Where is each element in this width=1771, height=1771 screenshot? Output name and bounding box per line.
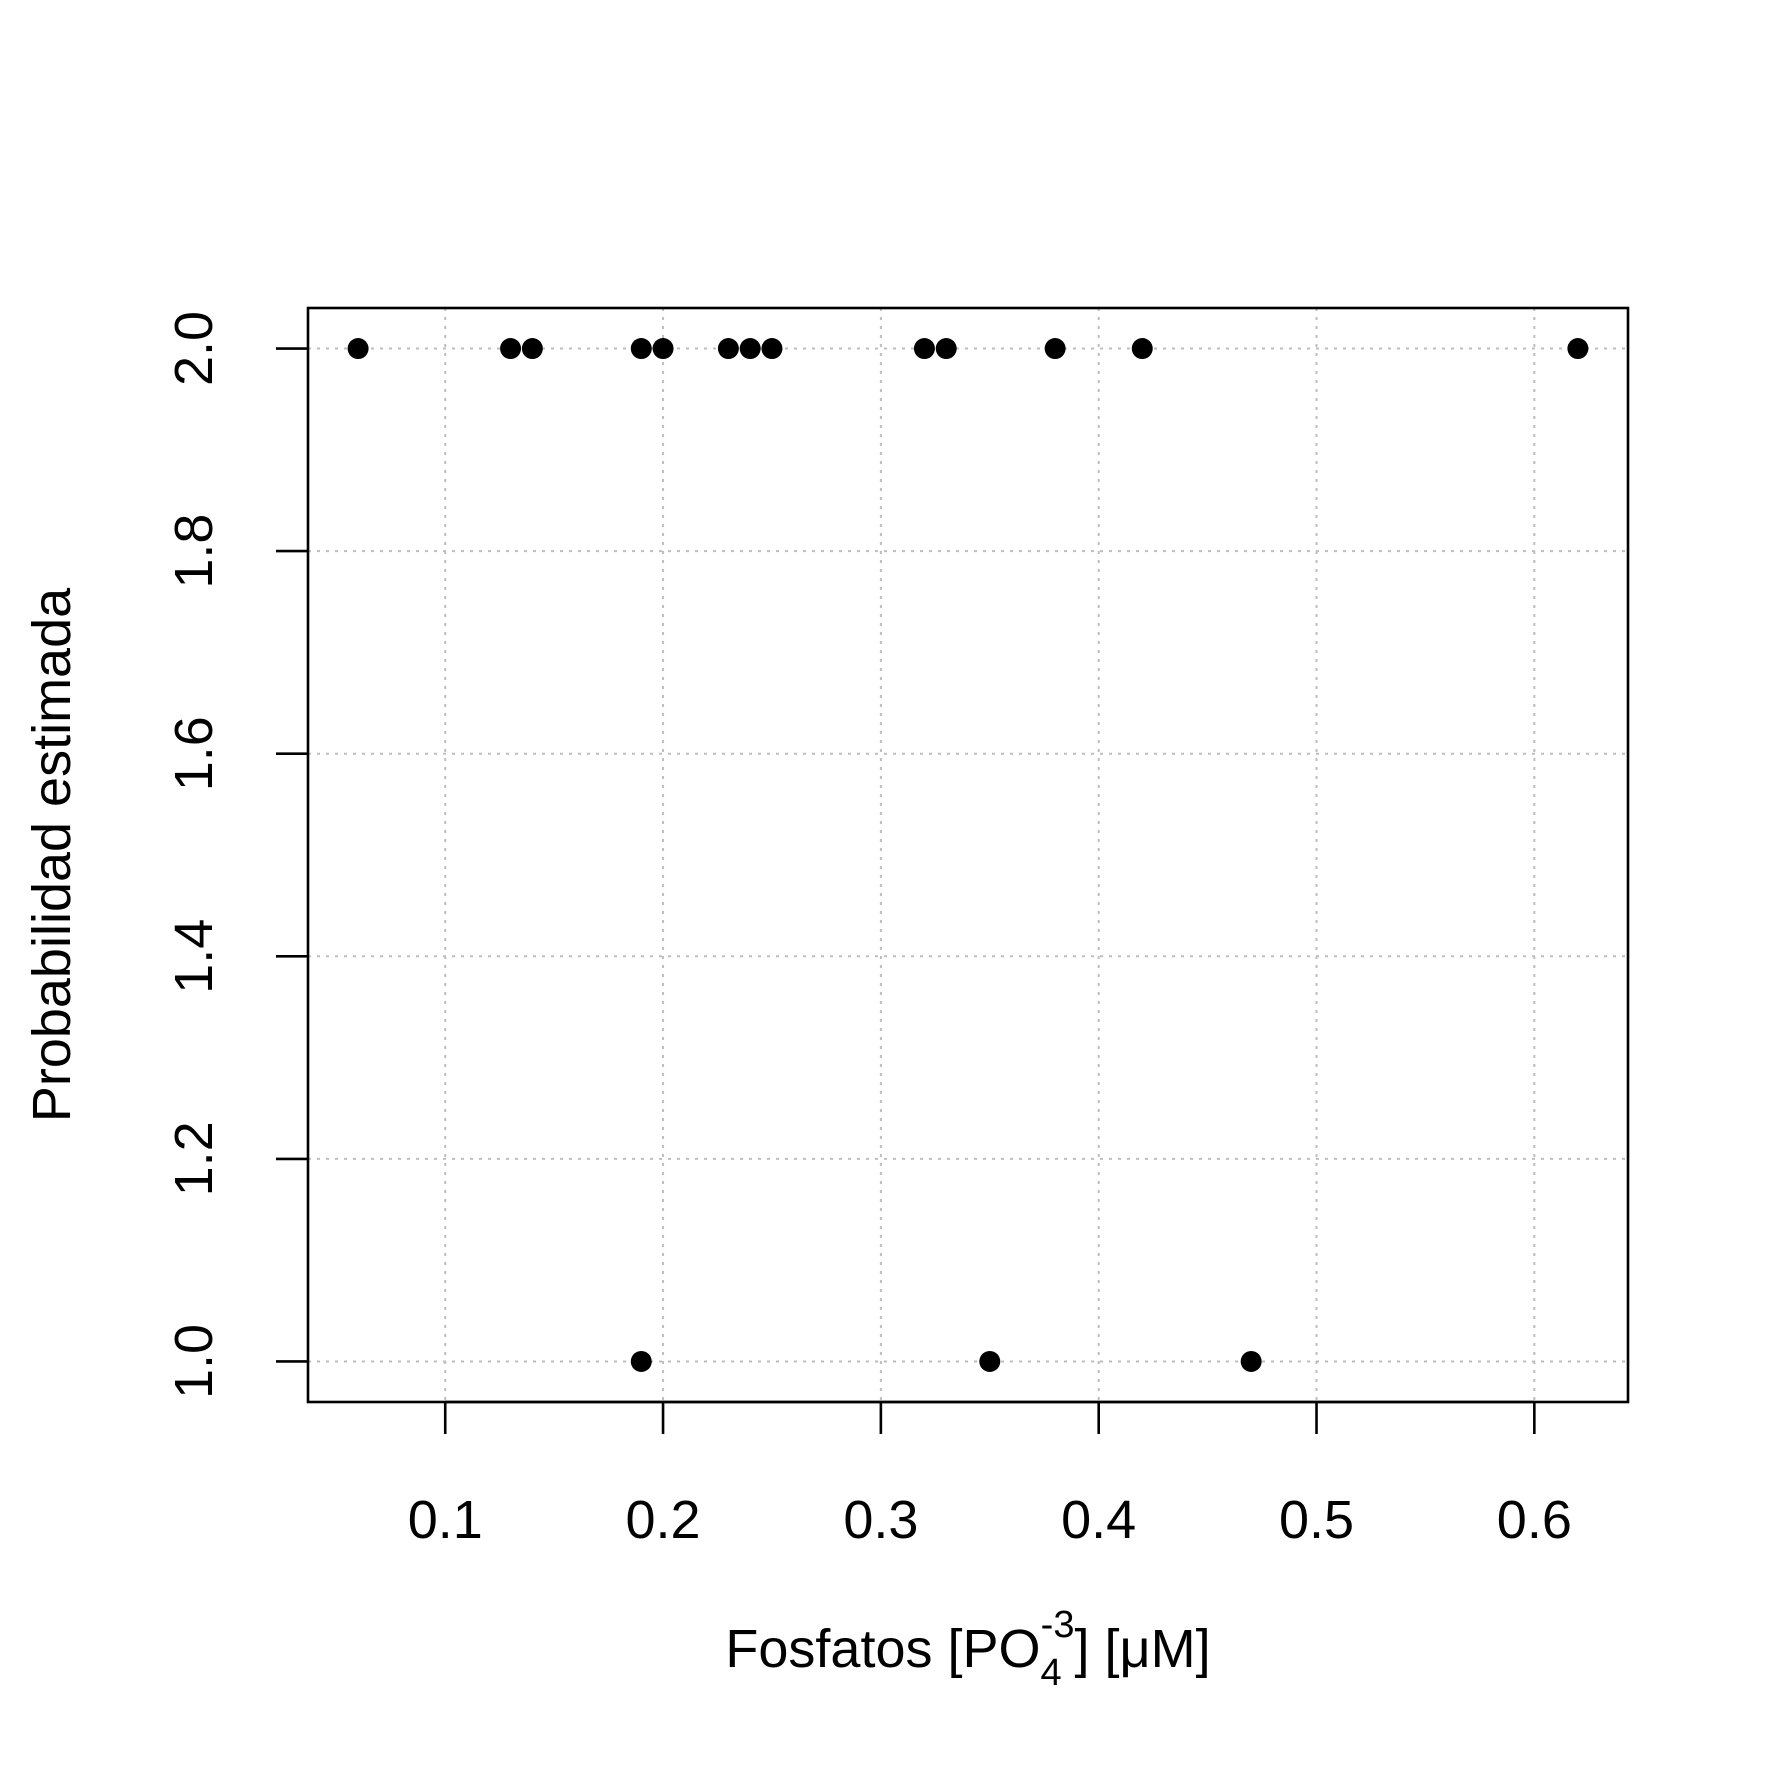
x-axis-title-suffix: ] [μM] bbox=[1074, 1619, 1210, 1679]
x-tick-label: 0.5 bbox=[1279, 1490, 1354, 1550]
data-point bbox=[500, 338, 522, 360]
y-tick-label: 1.2 bbox=[164, 1121, 224, 1196]
y-tick-label: 1.0 bbox=[164, 1324, 224, 1399]
data-point bbox=[347, 338, 369, 360]
x-axis-title-subscript: 4 bbox=[1041, 1652, 1062, 1694]
data-point bbox=[1567, 338, 1589, 360]
x-axis-title-prefix: Fosfatos [PO bbox=[725, 1619, 1040, 1679]
x-axis-title: Fosfatos [PO4 -3] [μM] bbox=[725, 1604, 1210, 1694]
data-point bbox=[761, 338, 783, 360]
data-point bbox=[717, 338, 739, 360]
y-tick-label: 1.6 bbox=[164, 716, 224, 791]
x-axis: 0.1 0.2 0.3 0.4 0.5 0.6 bbox=[408, 1400, 1572, 1550]
data-point bbox=[652, 338, 674, 360]
grid-lines bbox=[308, 308, 1628, 1402]
x-tick-label: 0.1 bbox=[408, 1490, 483, 1550]
data-point bbox=[1131, 338, 1153, 360]
data-point bbox=[1240, 1350, 1262, 1372]
y-tick-label: 1.4 bbox=[164, 919, 224, 994]
data-point bbox=[913, 338, 935, 360]
data-points bbox=[347, 338, 1589, 1372]
y-axis-title: Probabilidad estimada bbox=[22, 587, 82, 1122]
data-point bbox=[521, 338, 543, 360]
plot-frame bbox=[306, 306, 1630, 1404]
x-tick-label: 0.3 bbox=[843, 1490, 918, 1550]
data-point bbox=[630, 338, 652, 360]
data-point bbox=[935, 338, 957, 360]
x-tick-label: 0.2 bbox=[626, 1490, 701, 1550]
y-axis: 1.0 1.2 1.4 1.6 1.8 2.0 bbox=[164, 311, 308, 1399]
y-tick-label: 2.0 bbox=[164, 311, 224, 386]
x-tick-label: 0.6 bbox=[1497, 1490, 1572, 1550]
data-point bbox=[739, 338, 761, 360]
data-point bbox=[630, 1350, 652, 1372]
y-tick-label: 1.8 bbox=[164, 514, 224, 589]
data-point bbox=[979, 1350, 1001, 1372]
x-axis-title-superscript: -3 bbox=[1041, 1604, 1075, 1646]
x-tick-label: 0.4 bbox=[1061, 1490, 1136, 1550]
data-point bbox=[1044, 338, 1066, 360]
